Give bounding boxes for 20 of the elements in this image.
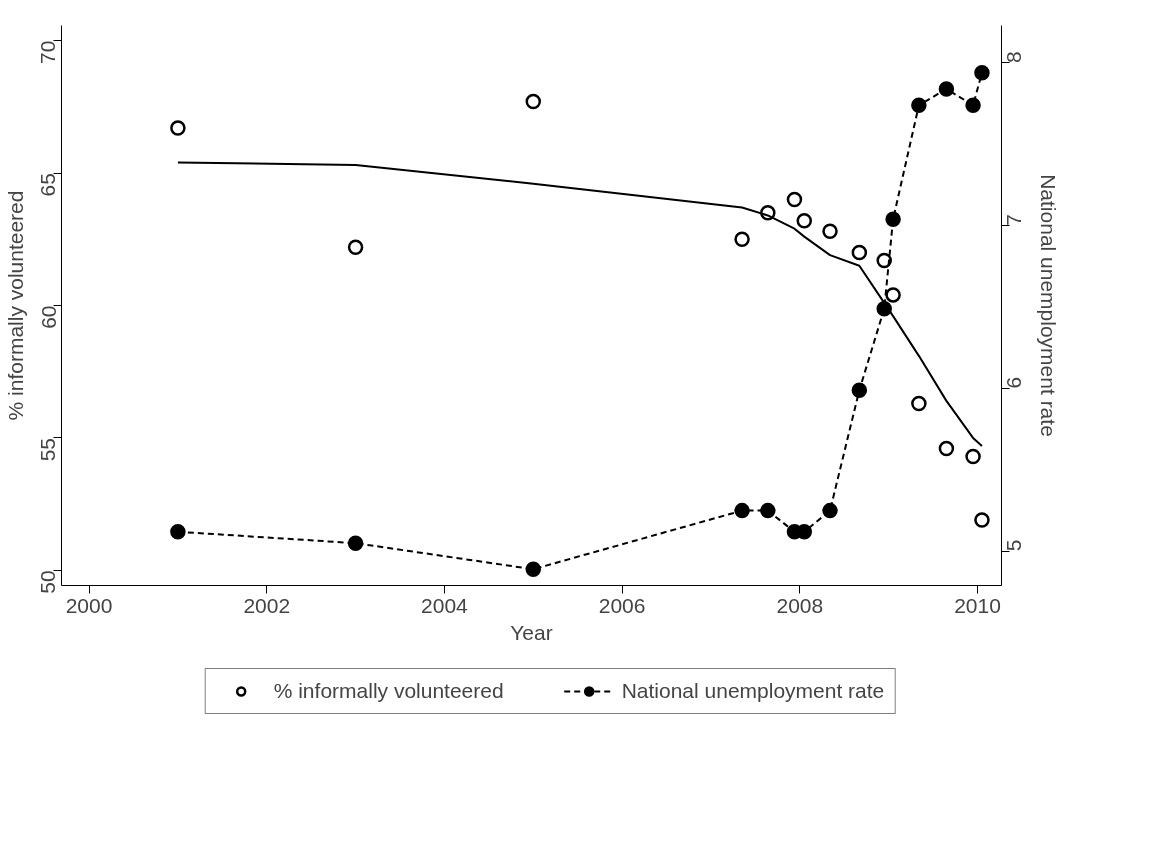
legend-label: % informally volunteered <box>273 679 504 703</box>
y-axis-title: % informally volunteered <box>3 190 27 421</box>
y-tick-label: 55 <box>36 437 60 462</box>
y2-tick-label: 7 <box>1002 214 1026 226</box>
x-tick-label: 2004 <box>421 593 469 617</box>
x-tick-label: 2000 <box>65 593 113 617</box>
x-tick-label: 2010 <box>954 593 1001 617</box>
x-tick-label: 2008 <box>776 593 824 617</box>
y2-tick-label: 8 <box>1002 51 1026 63</box>
y-tick-label: 70 <box>36 40 60 64</box>
legend-label: National unemployment rate <box>621 679 885 703</box>
y-tick-label: 65 <box>36 173 60 197</box>
y2-tick-label: 6 <box>1002 376 1026 389</box>
y-tick-label: 50 <box>36 570 60 594</box>
y2-tick-label: 5 <box>1002 539 1026 552</box>
x-tick-label: 2006 <box>598 593 646 617</box>
x-axis-title: Year <box>510 620 553 644</box>
x-tick-label: 2002 <box>243 593 291 617</box>
y2-axis-title: National unemployment rate <box>1036 174 1060 437</box>
y-tick-label: 60 <box>36 305 60 329</box>
